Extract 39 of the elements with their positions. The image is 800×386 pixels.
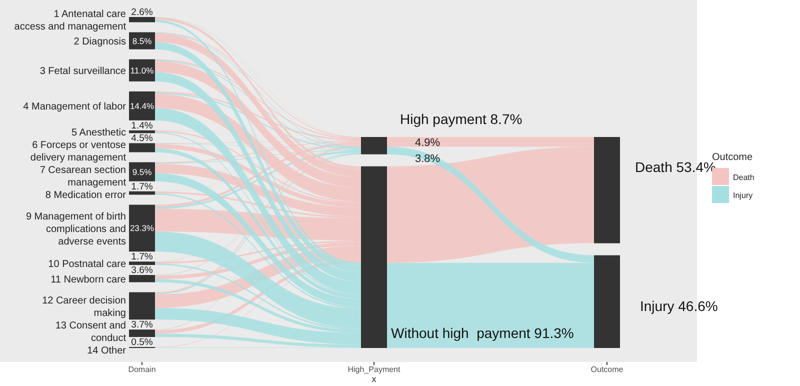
- data-label: 14.4%: [130, 100, 154, 111]
- data-label: 0.5%: [131, 336, 154, 348]
- category-label: 8 Medication error: [45, 190, 127, 202]
- category-label: 13 Consent and conduct: [55, 320, 126, 344]
- text: High_Payment: [348, 365, 402, 374]
- category-label: 12 Career decision making: [42, 295, 126, 319]
- legend-label: Death: [733, 173, 754, 182]
- category-label: 3 Fetal surveillance: [40, 66, 126, 78]
- text: 4.9%: [415, 137, 440, 149]
- category-label: 7 Cesarean section management: [40, 165, 126, 189]
- category-label: 9 Management of birth complications and adverse events: [26, 211, 126, 248]
- category-label: 11 Newborn care: [50, 274, 126, 286]
- text: 3.8%: [415, 153, 440, 165]
- data-label: 1.7%: [131, 181, 154, 192]
- data-label: 1.7%: [131, 252, 154, 263]
- data-label: 3.6%: [131, 264, 154, 276]
- category-label: 2 Diagnosis: [74, 36, 126, 48]
- data-label: 8.5%: [132, 36, 152, 46]
- legend-title: Outcome: [712, 152, 754, 163]
- data-label: 11.0%: [130, 65, 154, 76]
- legend-label: Injury: [733, 191, 753, 200]
- data-label: 23.3%: [130, 223, 154, 234]
- text: Without high payment 91.3%: [391, 325, 574, 341]
- category-label: 6 Forceps or ventose delivery management: [30, 140, 126, 164]
- category-label: 5 Anesthetic: [72, 128, 126, 139]
- text: Domain: [128, 365, 156, 374]
- data-label: 9.5%: [132, 166, 152, 177]
- data-label: 1.4%: [131, 120, 154, 132]
- category-label: 10 Postnatal care: [48, 259, 126, 270]
- text: High payment 8.7%: [400, 111, 522, 127]
- data-label: 4.5%: [131, 133, 154, 144]
- text: Outcome: [590, 365, 624, 374]
- data-label: 3.7%: [131, 320, 154, 331]
- category-label: 4 Management of labor: [23, 102, 127, 113]
- category-label: 14 Other: [87, 346, 127, 356]
- text: x: [372, 374, 377, 384]
- data-label: 2.6%: [131, 7, 154, 18]
- category-label: 1 Antenatal care access and management: [14, 9, 126, 33]
- text: Injury 46.6%: [640, 298, 718, 314]
